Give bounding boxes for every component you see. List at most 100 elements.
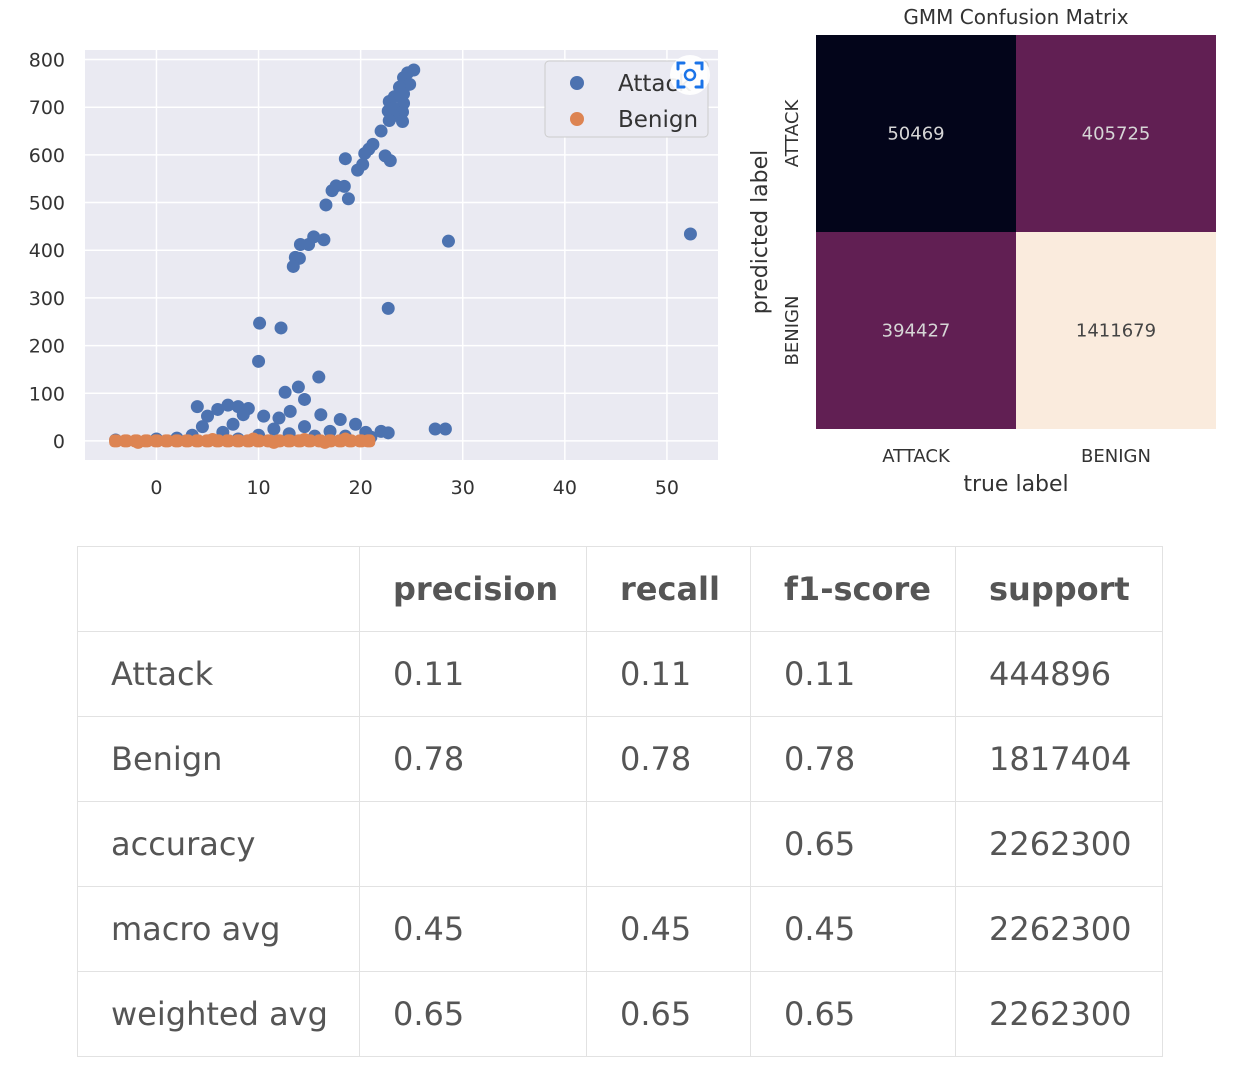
table-cell: 0.78 bbox=[359, 716, 587, 802]
y-tick-label: 0 bbox=[53, 431, 65, 453]
attack-point bbox=[314, 408, 328, 422]
cell-value: 50469 bbox=[887, 124, 944, 145]
attack-point bbox=[382, 114, 396, 128]
y-tick-label: 200 bbox=[29, 336, 65, 358]
attack-point bbox=[312, 370, 326, 384]
image-search-icon[interactable] bbox=[670, 55, 710, 95]
table-row: Attack 0.11 0.11 0.11 444896 bbox=[77, 631, 1163, 717]
table-row: accuracy 0.65 2262300 bbox=[77, 801, 1163, 887]
benign-point bbox=[160, 434, 174, 448]
column-header-support: support bbox=[955, 546, 1163, 632]
table-cell: 2262300 bbox=[955, 801, 1163, 887]
attack-point bbox=[195, 420, 209, 434]
y-tick-label: 700 bbox=[29, 97, 65, 119]
table-row: macro avg 0.45 0.45 0.45 2262300 bbox=[77, 886, 1163, 972]
table-cell: 0.65 bbox=[750, 971, 956, 1057]
benign-point bbox=[231, 434, 245, 448]
table-cell: 0.45 bbox=[750, 886, 956, 972]
attack-point bbox=[381, 301, 395, 315]
attack-point bbox=[274, 321, 288, 335]
table-row: weighted avg 0.65 0.65 0.65 2262300 bbox=[77, 971, 1163, 1057]
table-cell: 0.45 bbox=[586, 886, 751, 972]
attack-point bbox=[302, 238, 316, 252]
y-tick-label: 500 bbox=[29, 193, 65, 215]
benign-point bbox=[109, 434, 123, 448]
attack-point bbox=[190, 400, 204, 414]
x-tick-label: 20 bbox=[349, 477, 373, 499]
scatter-plot: 0 10 20 30 40 500100200300400500600700800Atta… bbox=[29, 50, 718, 499]
y-tick-label: 600 bbox=[29, 145, 65, 167]
attack-point bbox=[351, 163, 365, 177]
attack-point bbox=[283, 404, 297, 418]
column-header-precision: precision bbox=[359, 546, 587, 632]
table-cell: 0.65 bbox=[586, 971, 751, 1057]
attack-point bbox=[383, 154, 397, 168]
y-tick-label: 800 bbox=[29, 50, 65, 72]
x-tick-label: 10 bbox=[246, 477, 270, 499]
table-cell bbox=[359, 801, 587, 887]
benign-point bbox=[338, 432, 352, 446]
table-cell: 0.45 bbox=[359, 886, 587, 972]
legend-label-benign: Benign bbox=[618, 107, 698, 133]
classification-report-table: precision recall f1-score support Attack 0.1… bbox=[77, 546, 1163, 1057]
attack-point bbox=[317, 233, 331, 247]
attack-point bbox=[298, 392, 312, 406]
table-cell: 0.11 bbox=[359, 631, 587, 717]
row-label: accuracy bbox=[77, 801, 360, 887]
confusion-matrix: GMM Confusion Matrix 50469 405725 394427 141… bbox=[748, 5, 1216, 497]
y-axis-label: predicted label bbox=[748, 150, 773, 315]
table-row: Benign 0.78 0.78 0.78 1817404 bbox=[77, 716, 1163, 802]
y-category-label: ATTACK bbox=[782, 99, 803, 168]
attack-point bbox=[319, 198, 333, 212]
benign-point bbox=[119, 434, 133, 448]
row-label: Benign bbox=[77, 716, 360, 802]
benign-point bbox=[246, 432, 260, 446]
y-category-label: BENIGN bbox=[782, 296, 803, 366]
table-cell bbox=[586, 801, 751, 887]
attack-point bbox=[221, 398, 235, 412]
attack-point bbox=[211, 402, 225, 416]
attack-point bbox=[257, 409, 271, 423]
row-label: Attack bbox=[77, 631, 360, 717]
attack-point bbox=[226, 417, 240, 431]
attack-point bbox=[374, 124, 388, 138]
table-cell: 444896 bbox=[955, 631, 1163, 717]
x-category-label: ATTACK bbox=[882, 446, 951, 467]
heatmap-cell bbox=[816, 35, 1016, 232]
attack-point bbox=[349, 417, 363, 431]
x-tick-label: 40 bbox=[553, 477, 577, 499]
attack-point bbox=[438, 422, 452, 436]
heatmap-cell bbox=[1016, 35, 1216, 232]
attack-point bbox=[337, 179, 351, 193]
table-cell: 0.65 bbox=[359, 971, 587, 1057]
legend-marker-attack bbox=[570, 76, 584, 90]
attack-point bbox=[341, 192, 355, 206]
attack-point bbox=[201, 409, 215, 423]
x-tick-label: 50 bbox=[655, 477, 679, 499]
benign-point bbox=[267, 435, 281, 449]
confusion-matrix-title: GMM Confusion Matrix bbox=[903, 5, 1128, 29]
benign-point bbox=[221, 434, 235, 448]
x-category-label: BENIGN bbox=[1081, 446, 1151, 467]
benign-point bbox=[206, 433, 220, 446]
legend-marker-benign bbox=[570, 112, 584, 126]
attack-point bbox=[298, 420, 312, 434]
series-benign bbox=[109, 432, 376, 449]
attack-point bbox=[286, 259, 300, 273]
attack-point bbox=[683, 227, 697, 241]
y-tick-label: 100 bbox=[29, 383, 65, 405]
benign-point bbox=[318, 435, 332, 449]
attack-point bbox=[338, 152, 352, 166]
heatmap-cell bbox=[816, 232, 1016, 429]
x-tick-label: 0 bbox=[150, 477, 162, 499]
attack-point bbox=[441, 234, 455, 248]
benign-point bbox=[190, 434, 204, 448]
cell-value: 394427 bbox=[882, 321, 951, 342]
table-cell: 0.78 bbox=[750, 716, 956, 802]
attack-point bbox=[236, 408, 250, 422]
x-axis-label: true label bbox=[963, 472, 1068, 497]
table-cell: 0.78 bbox=[586, 716, 751, 802]
attack-point bbox=[396, 115, 410, 129]
benign-point bbox=[180, 434, 194, 448]
attack-point bbox=[333, 412, 347, 426]
